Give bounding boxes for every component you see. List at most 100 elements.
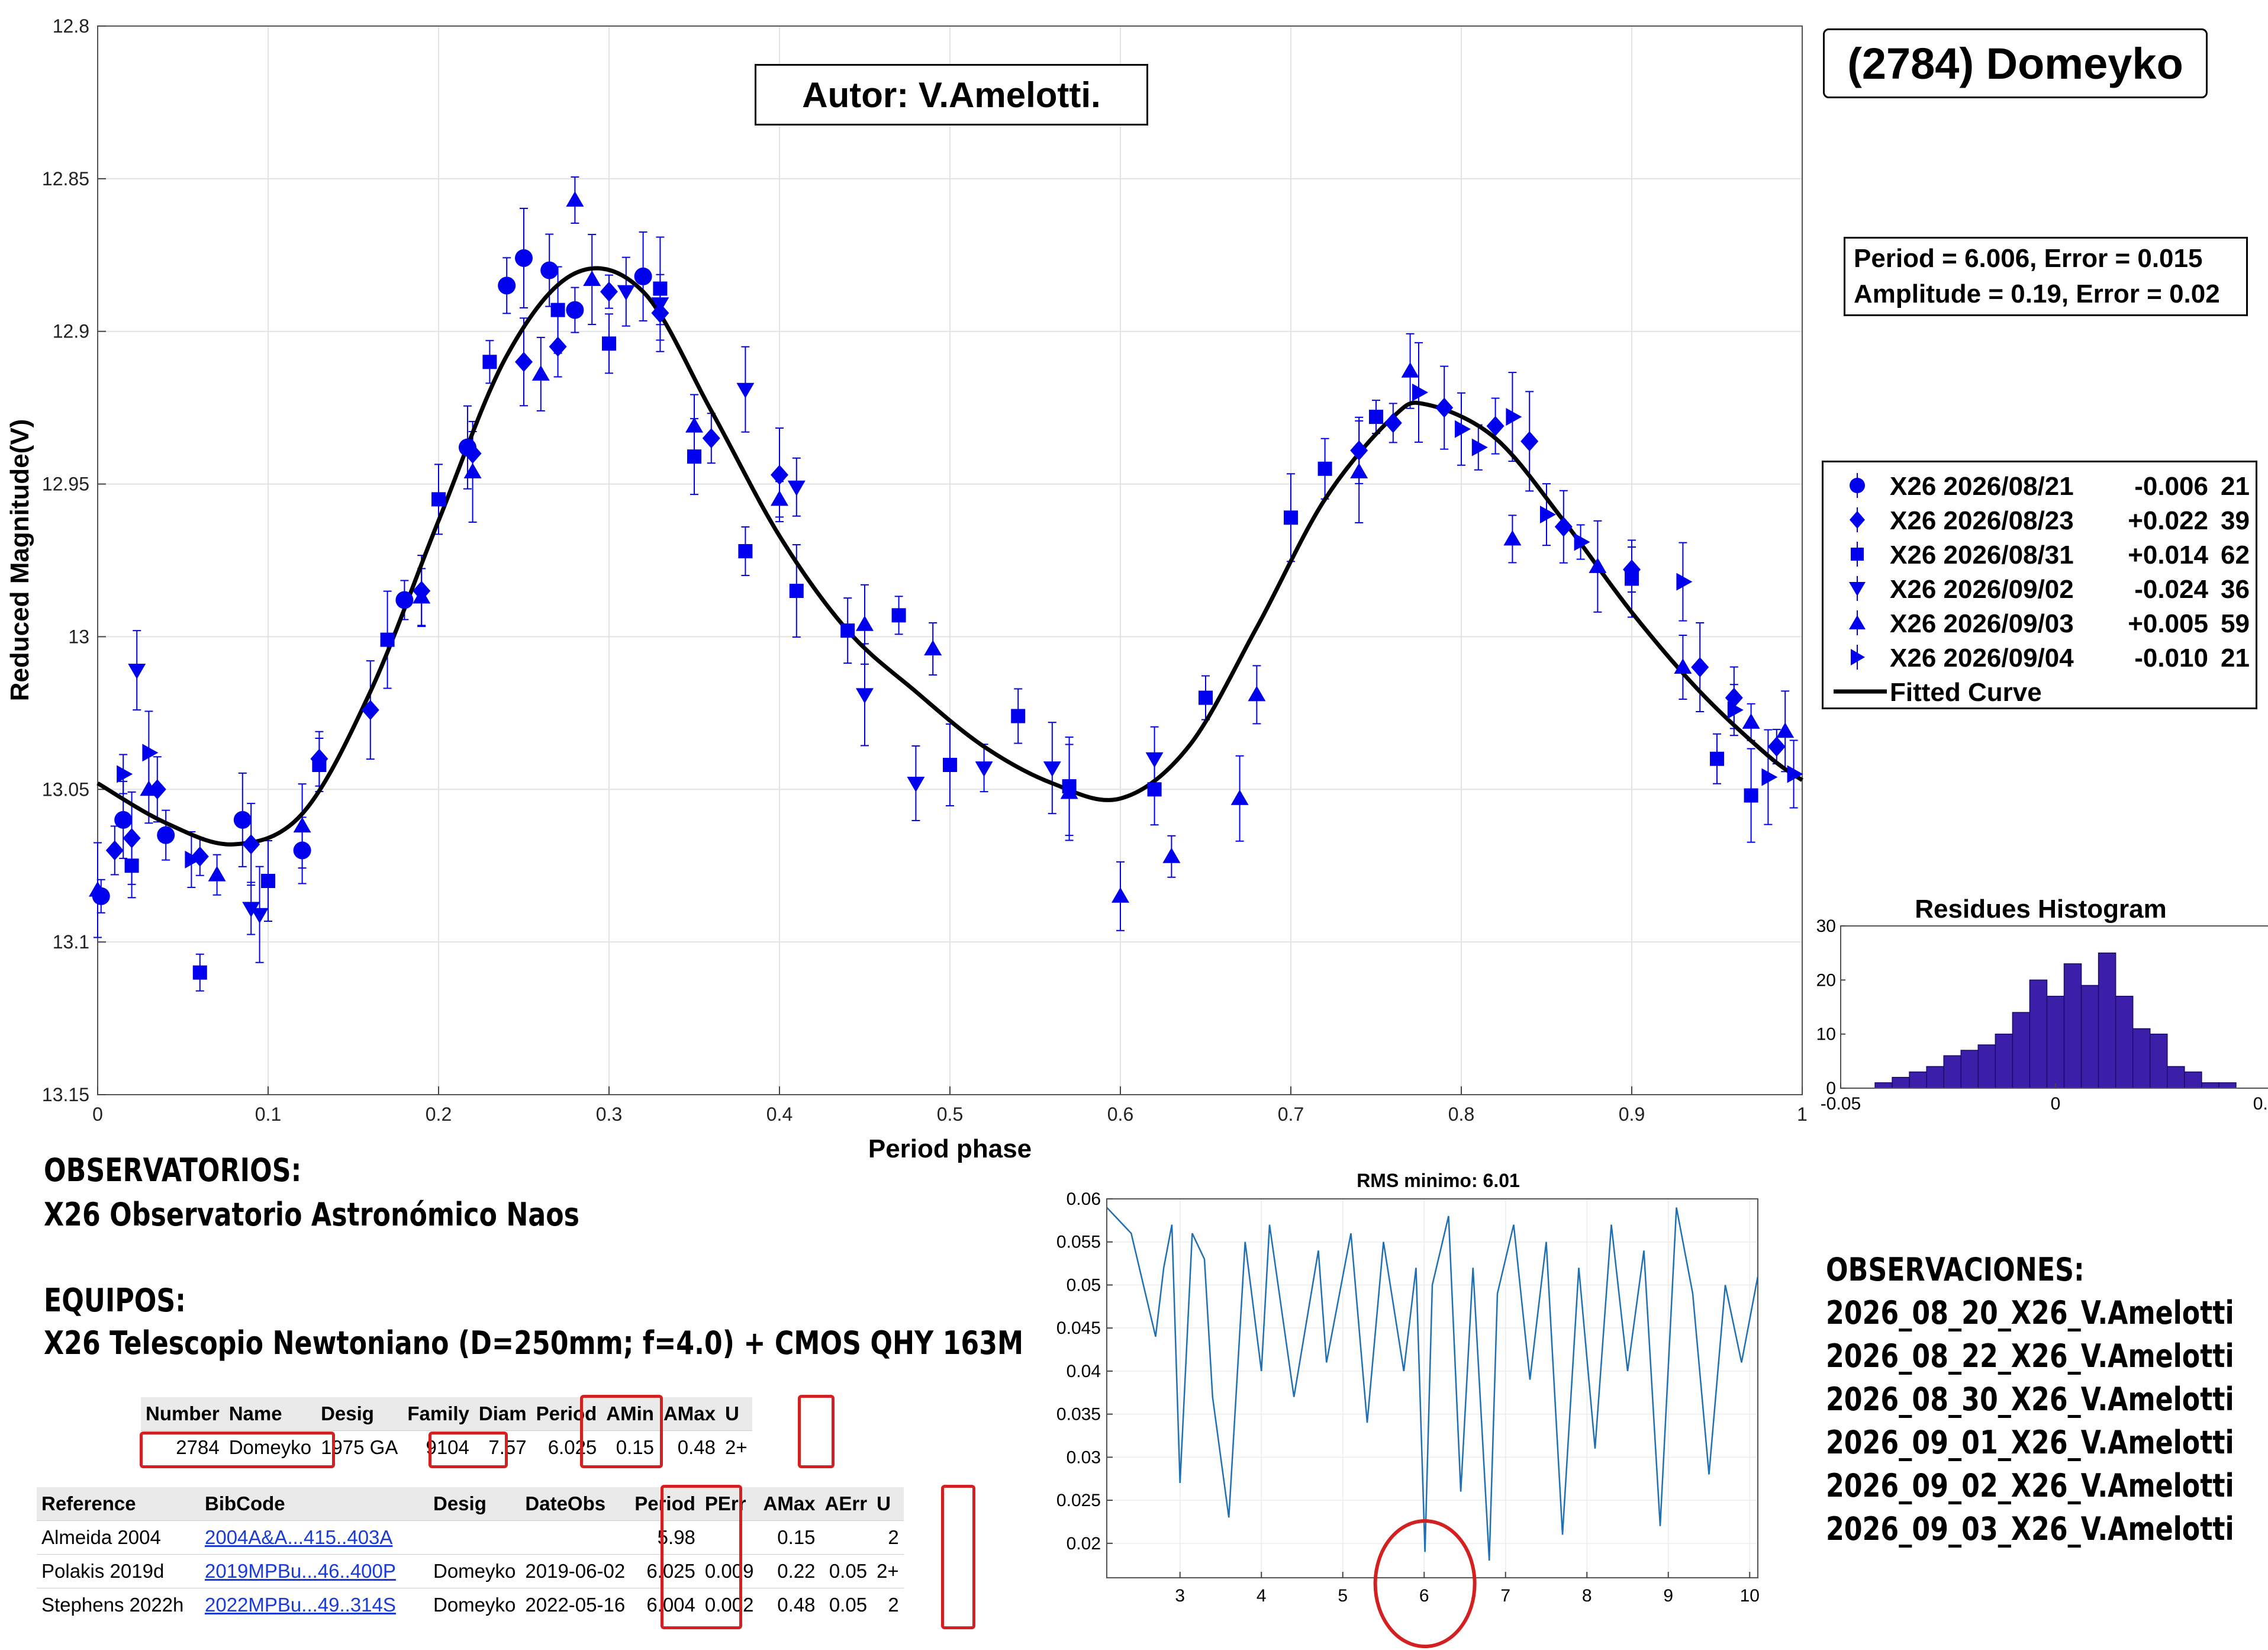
observation-item: 2026_09_03_X26_V.Amelotti [1826, 1510, 2234, 1548]
y-tick-label: 12.9 [53, 321, 89, 342]
rms-y-tick-label: 0.055 [1056, 1233, 1101, 1252]
data-point-triangle-up [1776, 722, 1795, 738]
rms-x-tick-label: 6 [1419, 1586, 1429, 1606]
col-header: AErr [820, 1487, 872, 1521]
cell-period: 5.98 [630, 1520, 700, 1555]
fitted-curve-line [96, 266, 1804, 847]
legend-offset: +0.022 [2128, 506, 2208, 535]
data-point-triangle-up [1589, 557, 1607, 573]
observation-item: 2026_08_30_X26_V.Amelotti [1826, 1381, 2234, 1418]
bibcode-link[interactable]: 2004A&A...415..403A [205, 1526, 393, 1548]
histogram-bar [1977, 1044, 1996, 1089]
y-tick-label: 13.1 [53, 931, 89, 953]
data-point-triangle-down [907, 776, 925, 792]
data-point-triangle-up [771, 490, 788, 506]
col-header: Name [224, 1397, 317, 1431]
data-point-triangle-right [1471, 438, 1488, 456]
bibcode-link[interactable]: 2019MPBu...46..400P [205, 1560, 396, 1582]
main-grid [97, 25, 1803, 1095]
x-tick-label: 0.9 [1619, 1104, 1645, 1125]
x-tick-label: 0.5 [937, 1104, 963, 1125]
legend-entry-fitted: Fitted Curve [1824, 674, 2256, 709]
data-point-triangle-up [1248, 686, 1266, 702]
references-table: Reference BibCode Desig DateObs Period P… [37, 1487, 904, 1622]
cell-amax: 0.22 [758, 1554, 820, 1588]
data-point-circle [157, 826, 175, 844]
col-header: Period [531, 1397, 602, 1431]
y-axis-label: Reduced Magnitude(V) [5, 419, 34, 702]
table-row: Polakis 2019d 2019MPBu...46..400P Domeyk… [37, 1554, 904, 1588]
cell-bibcode: 2022MPBu...49..314S [200, 1588, 429, 1622]
cell-aerr: 0.05 [820, 1554, 872, 1588]
data-point-square [1744, 788, 1758, 803]
col-header: Family [402, 1397, 474, 1431]
histogram-bar [2149, 1033, 2168, 1089]
data-point-diamond [1350, 440, 1368, 461]
data-point-diamond [702, 428, 720, 449]
data-point-diamond [771, 465, 788, 485]
data-point-triangle-up [856, 615, 874, 631]
data-point-triangle-right [1676, 572, 1693, 591]
rms-x-tick-label: 7 [1500, 1586, 1510, 1606]
data-point-triangle-down [1145, 752, 1164, 768]
data-point-diamond [148, 779, 166, 800]
histogram-bar [1892, 1076, 1910, 1089]
cell-amax: 0.48 [758, 1588, 820, 1622]
x-tick-label: 0.8 [1448, 1104, 1474, 1125]
table-header-row: Number Name Desig Family Diam Period AMi… [141, 1397, 752, 1431]
square-marker-icon [1851, 542, 1864, 567]
col-header: Reference [37, 1487, 200, 1521]
data-point-triangle-up [1230, 789, 1249, 805]
cell-u: 2+ [872, 1554, 904, 1588]
data-point-triangle-up [463, 462, 482, 478]
main-errorbars [94, 176, 1798, 992]
cell-reference: Stephens 2022h [37, 1588, 200, 1622]
data-point-square [124, 858, 139, 873]
observaciones-block: OBSERVACIONES: 2026_08_20_X26_V.Amelotti… [1826, 1248, 2234, 1551]
data-point-triangle-up [924, 640, 942, 656]
data-point-square [1710, 751, 1724, 766]
data-point-triangle-down [975, 761, 993, 777]
data-point-triangle-up [1060, 783, 1078, 799]
rms-y-tick-label: 0.02 [1067, 1534, 1101, 1553]
highlight-period-lcdb [580, 1395, 663, 1468]
data-point-circle [395, 591, 414, 609]
data-point-triangle-down [787, 480, 806, 496]
legend-entry: X26 2026/09/02 -0.024 36 [1824, 571, 2256, 606]
cell-family: 9104 [402, 1430, 474, 1464]
data-point-diamond [463, 443, 482, 464]
observatorios-heading: OBSERVATORIOS: [44, 1152, 302, 1189]
equipos-line: X26 Telescopio Newtoniano (D=250mm; f=4.… [44, 1324, 1024, 1362]
cell-desig: Domeyko [429, 1588, 521, 1622]
data-point-diamond [1435, 397, 1454, 418]
main-points [89, 191, 1803, 980]
x-tick-label: 0.3 [596, 1104, 622, 1125]
legend-offset: +0.014 [2128, 541, 2208, 570]
cell-period: 6.025 [630, 1554, 700, 1588]
data-point-circle [233, 810, 252, 829]
table-row: Stephens 2022h 2022MPBu...49..314S Domey… [37, 1588, 904, 1622]
data-point-diamond [549, 336, 567, 357]
rms-minimum-highlight [1373, 1519, 1477, 1648]
bibcode-link[interactable]: 2022MPBu...49..314S [205, 1594, 396, 1616]
cell-amin: 0.15 [601, 1430, 659, 1464]
legend-offset: -0.024 [2134, 575, 2208, 604]
cell-perr: 0.009 [700, 1554, 759, 1588]
data-point-triangle-down [856, 688, 874, 704]
cell-bibcode: 2019MPBu...46..400P [200, 1554, 429, 1588]
data-point-square [1369, 410, 1383, 424]
legend-entry: X26 2026/08/23 +0.022 39 [1824, 503, 2256, 537]
cell-u: 2+ [720, 1430, 752, 1464]
col-header: AMin [601, 1397, 659, 1431]
histogram-bar [1874, 1082, 1893, 1089]
cell-u: 2 [872, 1588, 904, 1622]
histogram-bar [1960, 1050, 1979, 1089]
histogram-bar [2029, 979, 2048, 1089]
rms-y-tick-label: 0.035 [1056, 1405, 1101, 1424]
histogram-bar [1943, 1055, 1962, 1089]
data-point-circle [498, 276, 516, 295]
rms-frame [1106, 1198, 1758, 1578]
hist-y-tick-label: 10 [1816, 1025, 1836, 1044]
y-tick-label: 13 [68, 626, 89, 647]
hist-y-tick-label: 0 [1826, 1079, 1836, 1098]
